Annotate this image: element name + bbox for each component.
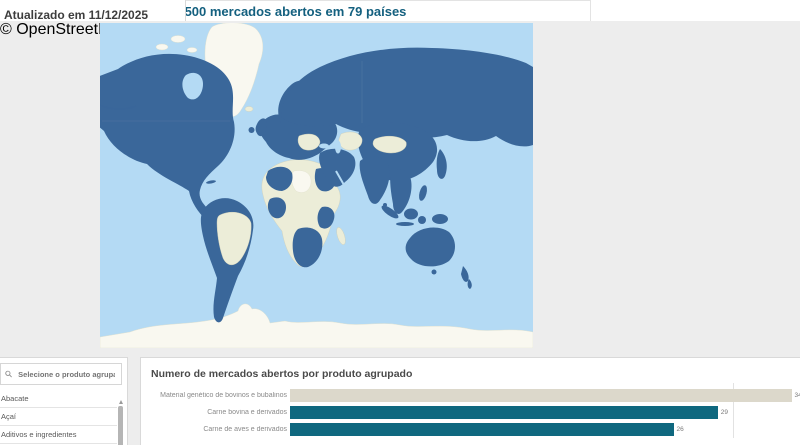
hbar-category-label: Carne bovina e derivados	[207, 409, 287, 416]
list-item-abacate[interactable]: Abacate	[0, 390, 117, 408]
list-item-aditivos[interactable]: Aditivos e ingredientes	[0, 426, 117, 444]
search-icon	[5, 370, 12, 378]
hbar-category-label: Carne de aves e derivados	[203, 426, 287, 433]
sumatra[interactable]	[380, 203, 400, 220]
product-search-box[interactable]	[0, 363, 122, 385]
product-chart-title: Numero de mercados abertos por produto a…	[151, 368, 413, 380]
product-filter-panel: Abacate Açaí Aditivos e ingredientes	[0, 357, 128, 445]
world-map[interactable]	[92, 22, 534, 349]
antarctica	[99, 303, 534, 349]
central-asia	[338, 131, 363, 151]
arctic-island	[155, 43, 169, 51]
new-zealand[interactable]	[461, 266, 472, 289]
ireland[interactable]	[248, 127, 255, 133]
product-bar-row: Material genético de bovinos e bubalinos…	[141, 387, 800, 404]
philippines[interactable]	[418, 184, 429, 201]
west-africa[interactable]	[267, 197, 286, 219]
japan[interactable]	[436, 149, 447, 179]
product-bar[interactable]	[290, 406, 718, 419]
updated-line1: Atualizado em 11/12/2025	[4, 8, 149, 22]
hbar-track: 34	[290, 389, 800, 402]
list-scrollbar[interactable]	[118, 400, 123, 445]
list-item-acai[interactable]: Açaí	[0, 408, 117, 426]
eastern-europe-patch	[297, 133, 321, 151]
india[interactable]	[359, 156, 390, 204]
arctic-island	[186, 47, 198, 53]
map-attribution[interactable]: © OpenStreetMap	[0, 21, 130, 38]
product-bar[interactable]	[290, 389, 792, 402]
hudson-bay	[182, 72, 203, 100]
northwest-africa[interactable]	[266, 166, 293, 191]
hbar-track: 26	[290, 423, 800, 436]
middle-east[interactable]	[319, 148, 356, 187]
product-bar-row: Carne bovina e derivados 29	[141, 404, 800, 421]
madagascar	[336, 227, 346, 245]
southern-africa[interactable]	[292, 227, 323, 268]
markets-by-product-chart: Numero de mercados abertos por produto a…	[140, 357, 800, 445]
united-kingdom[interactable]	[255, 118, 267, 137]
red-sea	[335, 170, 345, 186]
caspian-sea	[335, 140, 341, 154]
new-guinea[interactable]	[432, 214, 448, 224]
black-sea	[319, 143, 329, 149]
product-bar-row: Carne de aves e derivados 26	[141, 421, 800, 438]
aleutian-islands	[95, 102, 137, 110]
hbar-track: 29	[290, 406, 800, 419]
australia[interactable]	[405, 227, 455, 267]
brazil[interactable]	[216, 212, 252, 266]
arctic-island	[170, 35, 186, 43]
hbar-value-label: 29	[720, 409, 728, 416]
east-africa[interactable]	[317, 206, 335, 229]
mongolia	[372, 135, 407, 154]
borneo[interactable]	[404, 208, 418, 220]
hbar-value-label: 26	[676, 426, 684, 433]
product-chart-rows: Material genético de bovinos e bubalinos…	[141, 383, 800, 438]
tasmania[interactable]	[431, 269, 437, 275]
hbar-value-label: 34	[794, 392, 800, 399]
scrollbar-thumb[interactable]	[118, 406, 123, 445]
product-search-input[interactable]	[16, 368, 117, 380]
java[interactable]	[396, 222, 414, 226]
gridline	[732, 383, 734, 438]
iceland	[244, 106, 254, 112]
russia[interactable]	[281, 47, 533, 147]
hbar-category-label: Material genético de bovinos e bubalinos	[160, 392, 287, 399]
sulawesi[interactable]	[418, 216, 426, 224]
scrollbar-up-arrow-icon[interactable]	[118, 400, 123, 404]
map-title: 500 mercados abertos em 79 países	[184, 4, 407, 19]
caribbean-island[interactable]	[206, 180, 216, 185]
indochina[interactable]	[390, 169, 412, 215]
product-bar[interactable]	[290, 423, 674, 436]
